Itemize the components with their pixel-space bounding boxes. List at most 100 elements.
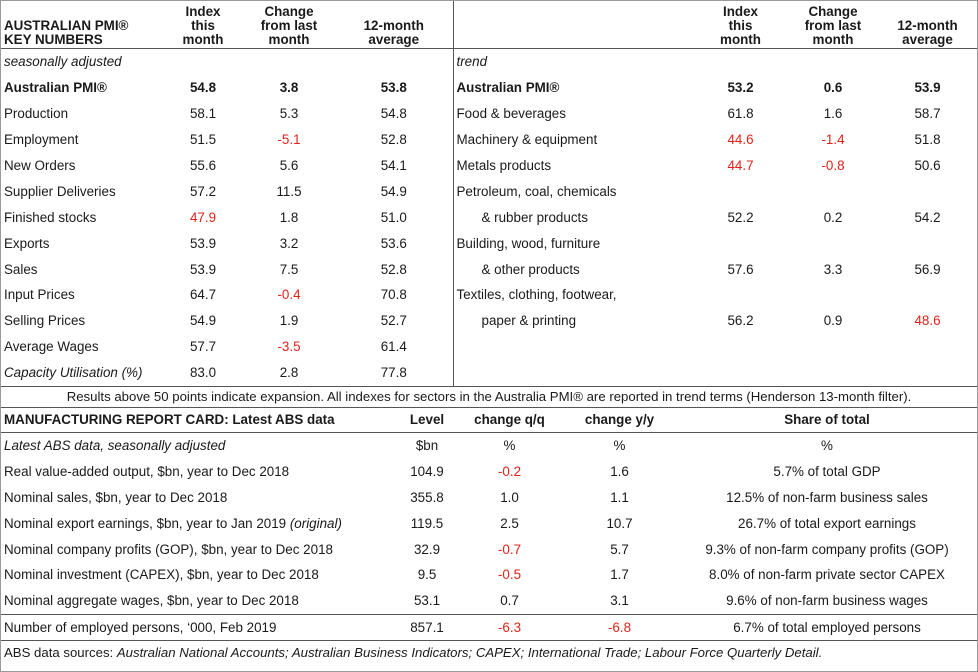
left-indicator-label: Finished stocks (4, 209, 97, 225)
right-index-value: 44.6 (727, 132, 754, 148)
right-index-value: 61.8 (727, 106, 754, 122)
right-sector-label (452, 333, 693, 360)
pmi-row: Australian PMI® 54.8 3.8 53.8 Australian PMI… (1, 74, 977, 101)
right-change-value (788, 178, 878, 204)
card-row-label: Nominal sales, $bn, year to Dec 2018 (1, 484, 397, 510)
pmi-row: Selling Prices 54.9 1.9 52.7 paper & printin… (1, 307, 977, 334)
card-row-label: Nominal export earnings, $bn, year to Ja… (1, 510, 397, 536)
right-index-value: 44.7 (727, 158, 754, 173)
level-header: Level (397, 407, 457, 433)
right-average-value (878, 360, 977, 386)
right-index-value (693, 334, 788, 360)
card-row: Nominal investment (CAPEX), $bn, year to… (1, 562, 977, 588)
right-index-value (693, 360, 788, 386)
card-share-value: 8.0% of non-farm private sector CAPEX (709, 567, 945, 583)
left-indicator-label: Sales (4, 261, 38, 277)
pmi-row: Input Prices 64.7 -0.4 70.8 Textiles, clothi… (1, 282, 977, 308)
left-average-value: 51.0 (380, 209, 407, 225)
card-row: Nominal company profits (GOP), $bn, year… (1, 536, 977, 562)
left-indicator-label: Average Wages (4, 339, 99, 355)
pmi-row: Sales 53.9 7.5 52.8 & other products 57.6 3.3 5… (1, 256, 977, 283)
card-row-label: Real value-added output, $bn, year to De… (1, 458, 397, 484)
card-yy-value: 1.7 (610, 567, 629, 583)
card-yy-value: 10.7 (606, 515, 633, 531)
pmi-row: Capacity Utilisation (%) 83.0 2.8 77.8 (1, 359, 977, 386)
pmi-header-row: AUSTRALIAN PMI® KEY NUMBERS Index this mont… (1, 1, 977, 49)
pmi-row: Supplier Deliveries 57.2 11.5 54.9 Petroleum… (1, 178, 977, 205)
left-index-value: 57.2 (189, 183, 217, 199)
pmi-row: Exports 53.9 3.2 53.6 Building, wood, furnit… (1, 230, 977, 257)
card-subheader-share: % (821, 438, 833, 454)
left-subheader: seasonally adjusted (4, 54, 122, 70)
right-sector-label: Petroleum, coal, chemicals (452, 178, 693, 205)
card-title: MANUFACTURING REPORT CARD: Latest ABS da… (1, 407, 397, 433)
right-average-value (878, 230, 977, 256)
card-row-label-text: Number of employed persons, ‘000, Feb 20… (4, 619, 277, 635)
sources-label: ABS data sources: (4, 644, 117, 660)
left-index-value: 51.5 (189, 132, 217, 148)
right-index-value (693, 282, 788, 308)
card-qq-value: 1.0 (500, 489, 519, 505)
card-qq-value: 2.5 (500, 515, 519, 531)
right-change-value: 1.6 (823, 106, 843, 122)
left-indicator-label: Exports (4, 235, 50, 251)
right-sector-label: & other products (452, 256, 693, 283)
card-qq-value: -0.7 (497, 541, 522, 557)
card-row: Number of employed persons, ‘000, Feb 20… (1, 613, 977, 640)
left-index-value: 58.1 (189, 106, 217, 122)
card-yy-value: 5.7 (610, 541, 629, 557)
card-share-value: 9.3% of non-farm company profits (GOP) (705, 541, 949, 557)
left-average-value: 61.4 (380, 339, 407, 355)
left-average-value: 53.6 (380, 235, 407, 251)
qq-header: change q/q (457, 407, 562, 433)
card-subheader-qq: % (503, 438, 516, 454)
right-change-value (788, 282, 878, 308)
card-row-label: Nominal investment (CAPEX), $bn, year to… (1, 562, 397, 588)
card-level-value: 857.1 (397, 613, 457, 640)
card-subheader-label: Latest ABS data, seasonally adjusted (4, 438, 226, 454)
sources-text: Australian National Accounts; Australian… (116, 644, 823, 660)
card-share-value: 6.7% of total employed persons (677, 613, 977, 640)
pmi-row: Finished stocks 47.9 1.8 51.0 & rubber produ… (1, 204, 977, 231)
right-change-value: 3.3 (823, 261, 843, 277)
right-change-value: 0.6 (823, 80, 843, 96)
right-average-value: 50.6 (914, 158, 941, 173)
left-index-value: 55.6 (189, 158, 217, 173)
right-sector-label (452, 359, 693, 386)
left-change-value: -3.5 (277, 339, 301, 355)
right-average-value (878, 282, 977, 308)
right-change-value: -0.8 (821, 158, 845, 173)
card-share-value: 26.7% of total export earnings (738, 515, 916, 531)
index-header-right: Index this month (720, 4, 761, 47)
expansion-note: Results above 50 points indicate expansi… (1, 385, 977, 408)
pmi-title-header: AUSTRALIAN PMI® KEY NUMBERS (4, 18, 129, 47)
right-change-value: 0.9 (823, 313, 843, 329)
yy-header: change y/y (562, 407, 677, 433)
card-yy-value: 1.6 (610, 463, 629, 479)
share-header: Share of total (677, 407, 977, 433)
left-index-value: 53.9 (189, 261, 217, 277)
card-yy-value: 3.1 (610, 593, 629, 609)
right-change-value (788, 230, 878, 256)
left-indicator-label: Australian PMI® (4, 80, 107, 96)
left-average-value: 53.8 (380, 80, 407, 96)
card-row-label-text: Nominal sales, $bn, year to Dec 2018 (4, 489, 228, 505)
card-row: Nominal export earnings, $bn, year to Ja… (1, 510, 977, 536)
right-average-value: 51.8 (914, 132, 941, 148)
left-indicator-label: Capacity Utilisation (%) (4, 365, 143, 381)
card-row-label-suffix: (original) (289, 515, 342, 531)
change-header: Change from last month (260, 4, 318, 47)
right-change-value (788, 334, 878, 360)
left-change-value: -0.4 (277, 287, 301, 303)
left-change-value: 3.2 (279, 235, 299, 251)
right-average-value (878, 334, 977, 360)
left-index-value: 64.7 (189, 287, 217, 303)
card-yy-value: 1.1 (610, 489, 629, 505)
right-average-value (878, 178, 977, 204)
right-change-value (788, 360, 878, 386)
card-share-value: 9.6% of non-farm business wages (726, 593, 928, 609)
left-change-value: 1.8 (279, 209, 299, 225)
card-row-label-text: Nominal export earnings, $bn, year to Ja… (4, 515, 290, 531)
right-title-header (452, 1, 693, 49)
